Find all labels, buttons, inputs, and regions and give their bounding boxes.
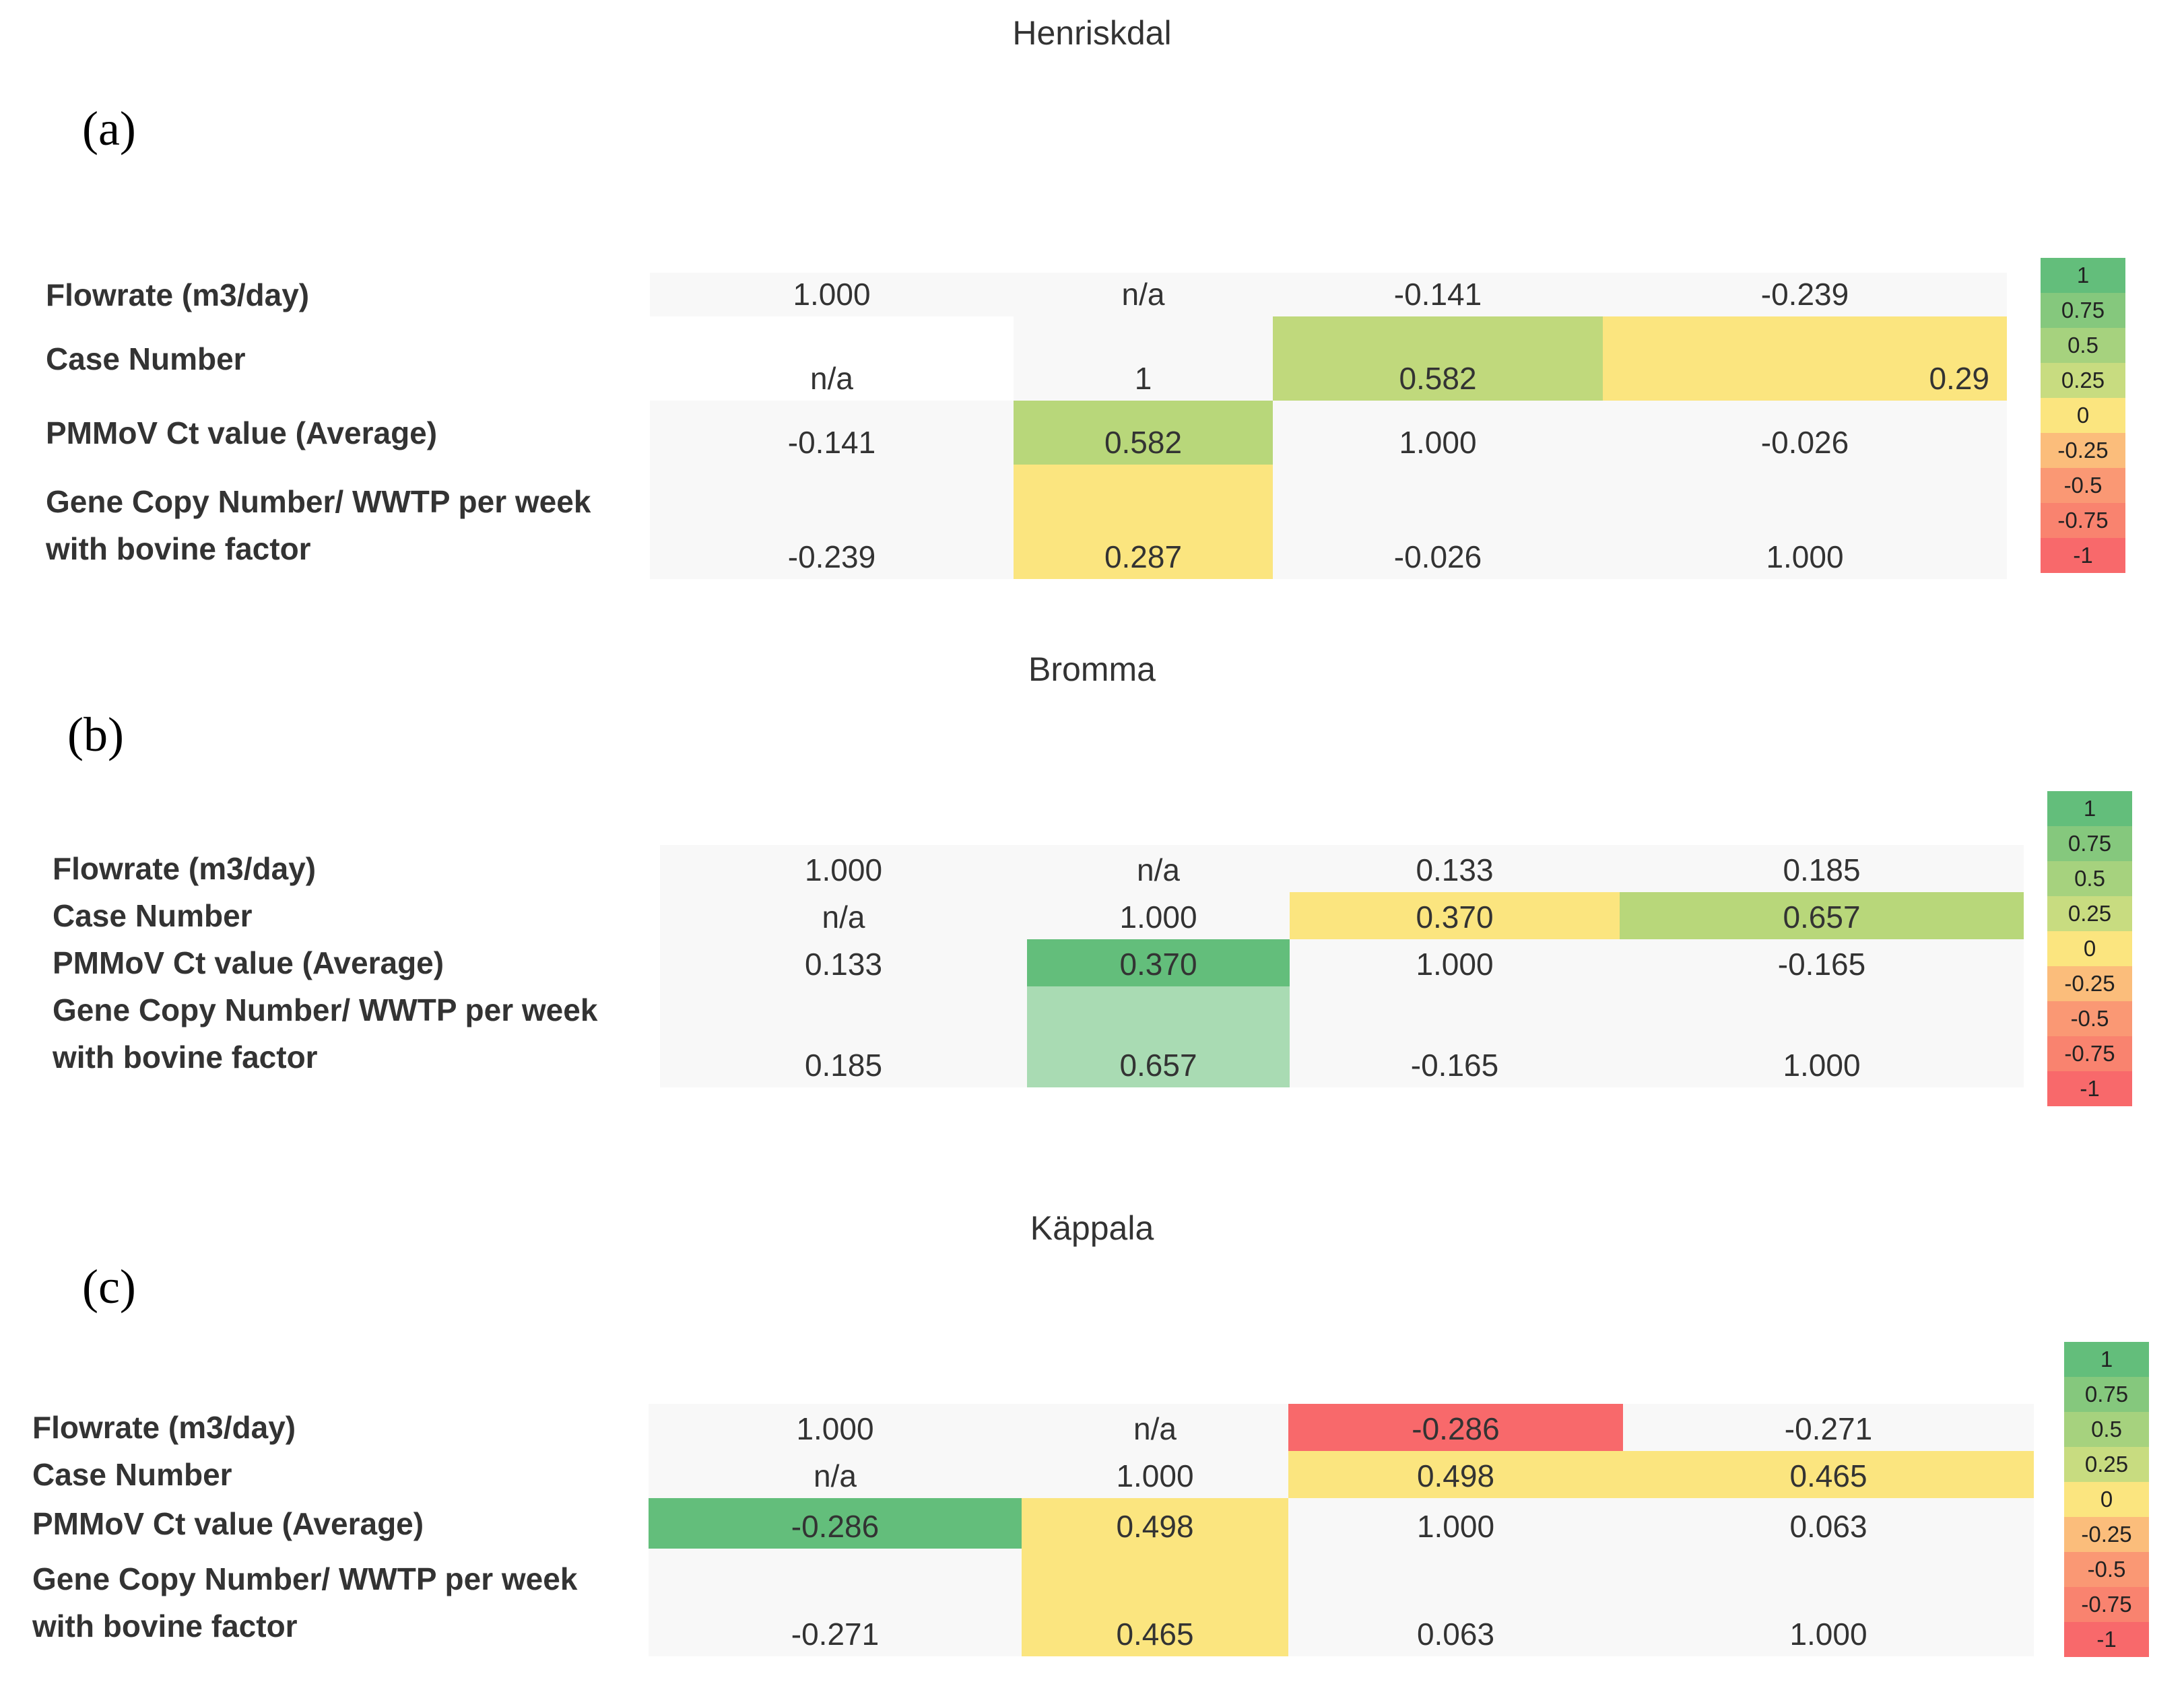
legend-swatch: 0 — [2064, 1482, 2149, 1517]
heatmap-cell: 1.000 — [1273, 401, 1603, 465]
heatmap-cell: -0.141 — [1273, 273, 1603, 316]
legend-swatch: -0.5 — [2047, 1001, 2132, 1036]
heatmap-cell: n/a — [649, 1451, 1022, 1498]
legend-swatch: -0.25 — [2047, 966, 2132, 1001]
heatmap-cell: -0.271 — [1623, 1404, 2034, 1451]
heatmap-cell: 0.657 — [1620, 892, 2024, 939]
heatmap-cell: 0.465 — [1022, 1549, 1288, 1656]
panel-label: (b) — [67, 708, 124, 762]
heatmap-cell: 0.582 — [1014, 401, 1273, 465]
row-label: PMMoV Ct value (Average) — [32, 1506, 424, 1541]
legend-swatch: 0 — [2041, 398, 2125, 433]
row-label: Case Number — [46, 341, 246, 376]
legend-swatch: 0.75 — [2064, 1377, 2149, 1412]
heatmap-cell: 1.000 — [650, 273, 1014, 316]
heatmap-cell: 0.370 — [1027, 939, 1290, 986]
row-label: Case Number — [32, 1457, 232, 1492]
panel-title: Bromma — [1028, 650, 1156, 688]
heatmap-cell: -0.165 — [1620, 939, 2024, 986]
heatmap-cell: 1.000 — [660, 845, 1027, 892]
legend-swatch: 0 — [2047, 931, 2132, 966]
row-label: Flowrate (m3/day) — [53, 851, 317, 886]
heatmap-cell: 0.370 — [1290, 892, 1620, 939]
row-label: Flowrate (m3/day) — [32, 1410, 296, 1445]
heatmap-cell: -0.271 — [649, 1549, 1022, 1656]
heatmap-cell: n/a — [1027, 845, 1290, 892]
heatmap-cell: -0.026 — [1273, 465, 1603, 579]
heatmap-cell: 1.000 — [1027, 892, 1290, 939]
heatmap-cell: -0.141 — [650, 401, 1014, 465]
heatmap-cell: 0.29 — [1603, 316, 2007, 401]
legend-swatch: -0.25 — [2041, 433, 2125, 468]
panel-label: (c) — [82, 1260, 136, 1314]
heatmap-cell: n/a — [1014, 273, 1273, 316]
heatmap-cell: 1.000 — [1623, 1549, 2034, 1656]
heatmap-cell: 1 — [1014, 316, 1273, 401]
legend-swatch: 0.5 — [2041, 328, 2125, 363]
heatmap-cell: 0.185 — [660, 986, 1027, 1087]
legend-swatch: -0.75 — [2064, 1587, 2149, 1622]
heatmap-cell: -0.026 — [1603, 401, 2007, 465]
row-label: Gene Copy Number/ WWTP per week with bov… — [53, 992, 598, 1075]
legend-swatch: -1 — [2041, 538, 2125, 573]
heatmap-cell: 0.063 — [1288, 1549, 1623, 1656]
heatmap-cell: 0.133 — [660, 939, 1027, 986]
heatmap-cell: 1.000 — [1620, 986, 2024, 1087]
heatmap-cell: n/a — [1022, 1404, 1288, 1451]
heatmap-cell: n/a — [650, 316, 1014, 401]
legend-swatch: 0.25 — [2064, 1447, 2149, 1482]
row-label: PMMoV Ct value (Average) — [46, 415, 438, 450]
row-label: PMMoV Ct value (Average) — [53, 945, 444, 980]
heatmap-cell: -0.239 — [1603, 273, 2007, 316]
heatmap-cell: -0.239 — [650, 465, 1014, 579]
legend-swatch: -0.5 — [2064, 1552, 2149, 1587]
heatmap-cell: n/a — [660, 892, 1027, 939]
legend-swatch: -0.5 — [2041, 468, 2125, 503]
heatmap-cell: 0.063 — [1623, 1498, 2034, 1549]
legend-swatch: -0.25 — [2064, 1517, 2149, 1552]
legend-swatch: 1 — [2064, 1342, 2149, 1377]
panel-title: Henriskdal — [1012, 14, 1172, 52]
heatmap-cell: 0.498 — [1022, 1498, 1288, 1549]
heatmap-cell: -0.286 — [1288, 1404, 1623, 1451]
legend-swatch: 1 — [2041, 258, 2125, 293]
legend-swatch: 1 — [2047, 791, 2132, 826]
heatmap-cell: 1.000 — [1290, 939, 1620, 986]
heatmap-cell: -0.286 — [649, 1498, 1022, 1549]
heatmap-cell: 0.287 — [1014, 465, 1273, 579]
legend-swatch: -1 — [2047, 1071, 2132, 1106]
legend-swatch: 0.5 — [2047, 861, 2132, 896]
heatmap-cell: 1.000 — [1022, 1451, 1288, 1498]
row-label: Gene Copy Number/ WWTP per week with bov… — [46, 484, 591, 566]
heatmap-cell: 0.582 — [1273, 316, 1603, 401]
heatmap-cell: 0.498 — [1288, 1451, 1623, 1498]
row-label: Case Number — [53, 898, 253, 933]
heatmap-cell: 0.185 — [1620, 845, 2024, 892]
legend-swatch: 0.25 — [2041, 363, 2125, 398]
heatmap-cell: 0.465 — [1623, 1451, 2034, 1498]
panel-title: Käppala — [1030, 1209, 1154, 1247]
legend-swatch: 0.75 — [2041, 293, 2125, 328]
legend-swatch: 0.75 — [2047, 826, 2132, 861]
legend-swatch: -0.75 — [2041, 503, 2125, 538]
heatmap-cell: 1.000 — [1288, 1498, 1623, 1549]
heatmap-cell: 0.133 — [1290, 845, 1620, 892]
row-label: Gene Copy Number/ WWTP per week with bov… — [32, 1561, 578, 1644]
heatmap-cell: 1.000 — [1603, 465, 2007, 579]
legend-swatch: -1 — [2064, 1622, 2149, 1657]
legend-swatch: -0.75 — [2047, 1036, 2132, 1071]
heatmap-cell: -0.165 — [1290, 986, 1620, 1087]
heatmap-cell: 1.000 — [649, 1404, 1022, 1451]
row-label: Flowrate (m3/day) — [46, 277, 310, 312]
legend-swatch: 0.25 — [2047, 896, 2132, 931]
heatmap-cell: 0.657 — [1027, 986, 1290, 1087]
legend-swatch: 0.5 — [2064, 1412, 2149, 1447]
panel-label: (a) — [82, 102, 136, 156]
